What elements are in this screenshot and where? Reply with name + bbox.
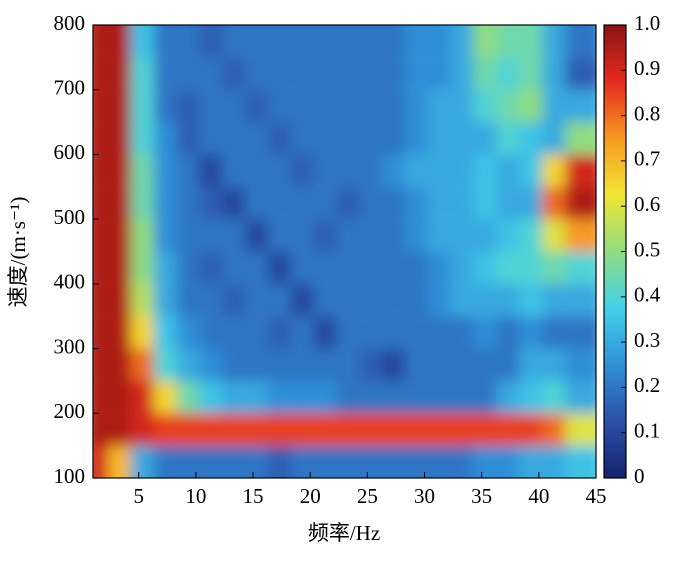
heat-cell xyxy=(565,283,596,317)
x-axis-label: 频率/Hz xyxy=(308,521,380,545)
heat-cell xyxy=(565,219,596,252)
heat-cell xyxy=(565,380,596,414)
y-tick-label: 300 xyxy=(54,334,86,358)
x-tick-label: 15 xyxy=(243,484,264,508)
y-tick-label: 200 xyxy=(54,399,86,423)
x-tick-label: 25 xyxy=(357,484,378,508)
colorbar-tick-label: 0.4 xyxy=(634,283,661,307)
x-tick-label: 35 xyxy=(471,484,492,508)
heat-cell xyxy=(565,154,596,187)
x-tick-label: 45 xyxy=(586,484,607,508)
heat-cell xyxy=(565,186,596,220)
y-tick-label: 800 xyxy=(54,11,86,35)
plot-area xyxy=(93,25,596,478)
heat-cell xyxy=(565,316,596,349)
colorbar-tick-label: 0.1 xyxy=(634,419,660,443)
y-axis-label: 速度/(m·s⁻¹) xyxy=(6,197,30,308)
colorbar-tick-label: 0.6 xyxy=(634,192,660,216)
colorbar-tick-label: 0.2 xyxy=(634,373,660,397)
heat-cell xyxy=(565,89,596,123)
y-tick-label: 500 xyxy=(54,205,86,229)
y-tick-label: 700 xyxy=(54,76,86,100)
heat-cell xyxy=(565,251,596,284)
colorbar-tick-label: 0.7 xyxy=(634,147,660,171)
y-tick-label: 100 xyxy=(54,464,86,488)
y-tick-label: 600 xyxy=(54,140,86,164)
x-tick-label: 30 xyxy=(414,484,435,508)
x-tick-label: 10 xyxy=(185,484,206,508)
heat-cell xyxy=(565,445,596,478)
colorbar-tick-label: 0.9 xyxy=(634,56,660,80)
colorbar-tick-label: 0.5 xyxy=(634,237,660,261)
heat-cell xyxy=(565,25,596,58)
colorbar-tick-label: 1.0 xyxy=(634,11,660,35)
colorbar-tick-label: 0 xyxy=(634,464,645,488)
heat-cell xyxy=(565,122,596,155)
plot-frame xyxy=(92,24,597,479)
y-tick-label: 400 xyxy=(54,270,86,294)
x-tick-label: 20 xyxy=(300,484,321,508)
x-tick-label: 40 xyxy=(528,484,549,508)
heat-cell xyxy=(565,413,596,446)
heatmap xyxy=(93,25,596,478)
heat-cell xyxy=(565,57,596,90)
heat-cell xyxy=(565,348,596,381)
colorbar-tick-label: 0.3 xyxy=(634,328,660,352)
colorbar-tick-label: 0.8 xyxy=(634,101,660,125)
x-tick-label: 5 xyxy=(133,484,144,508)
